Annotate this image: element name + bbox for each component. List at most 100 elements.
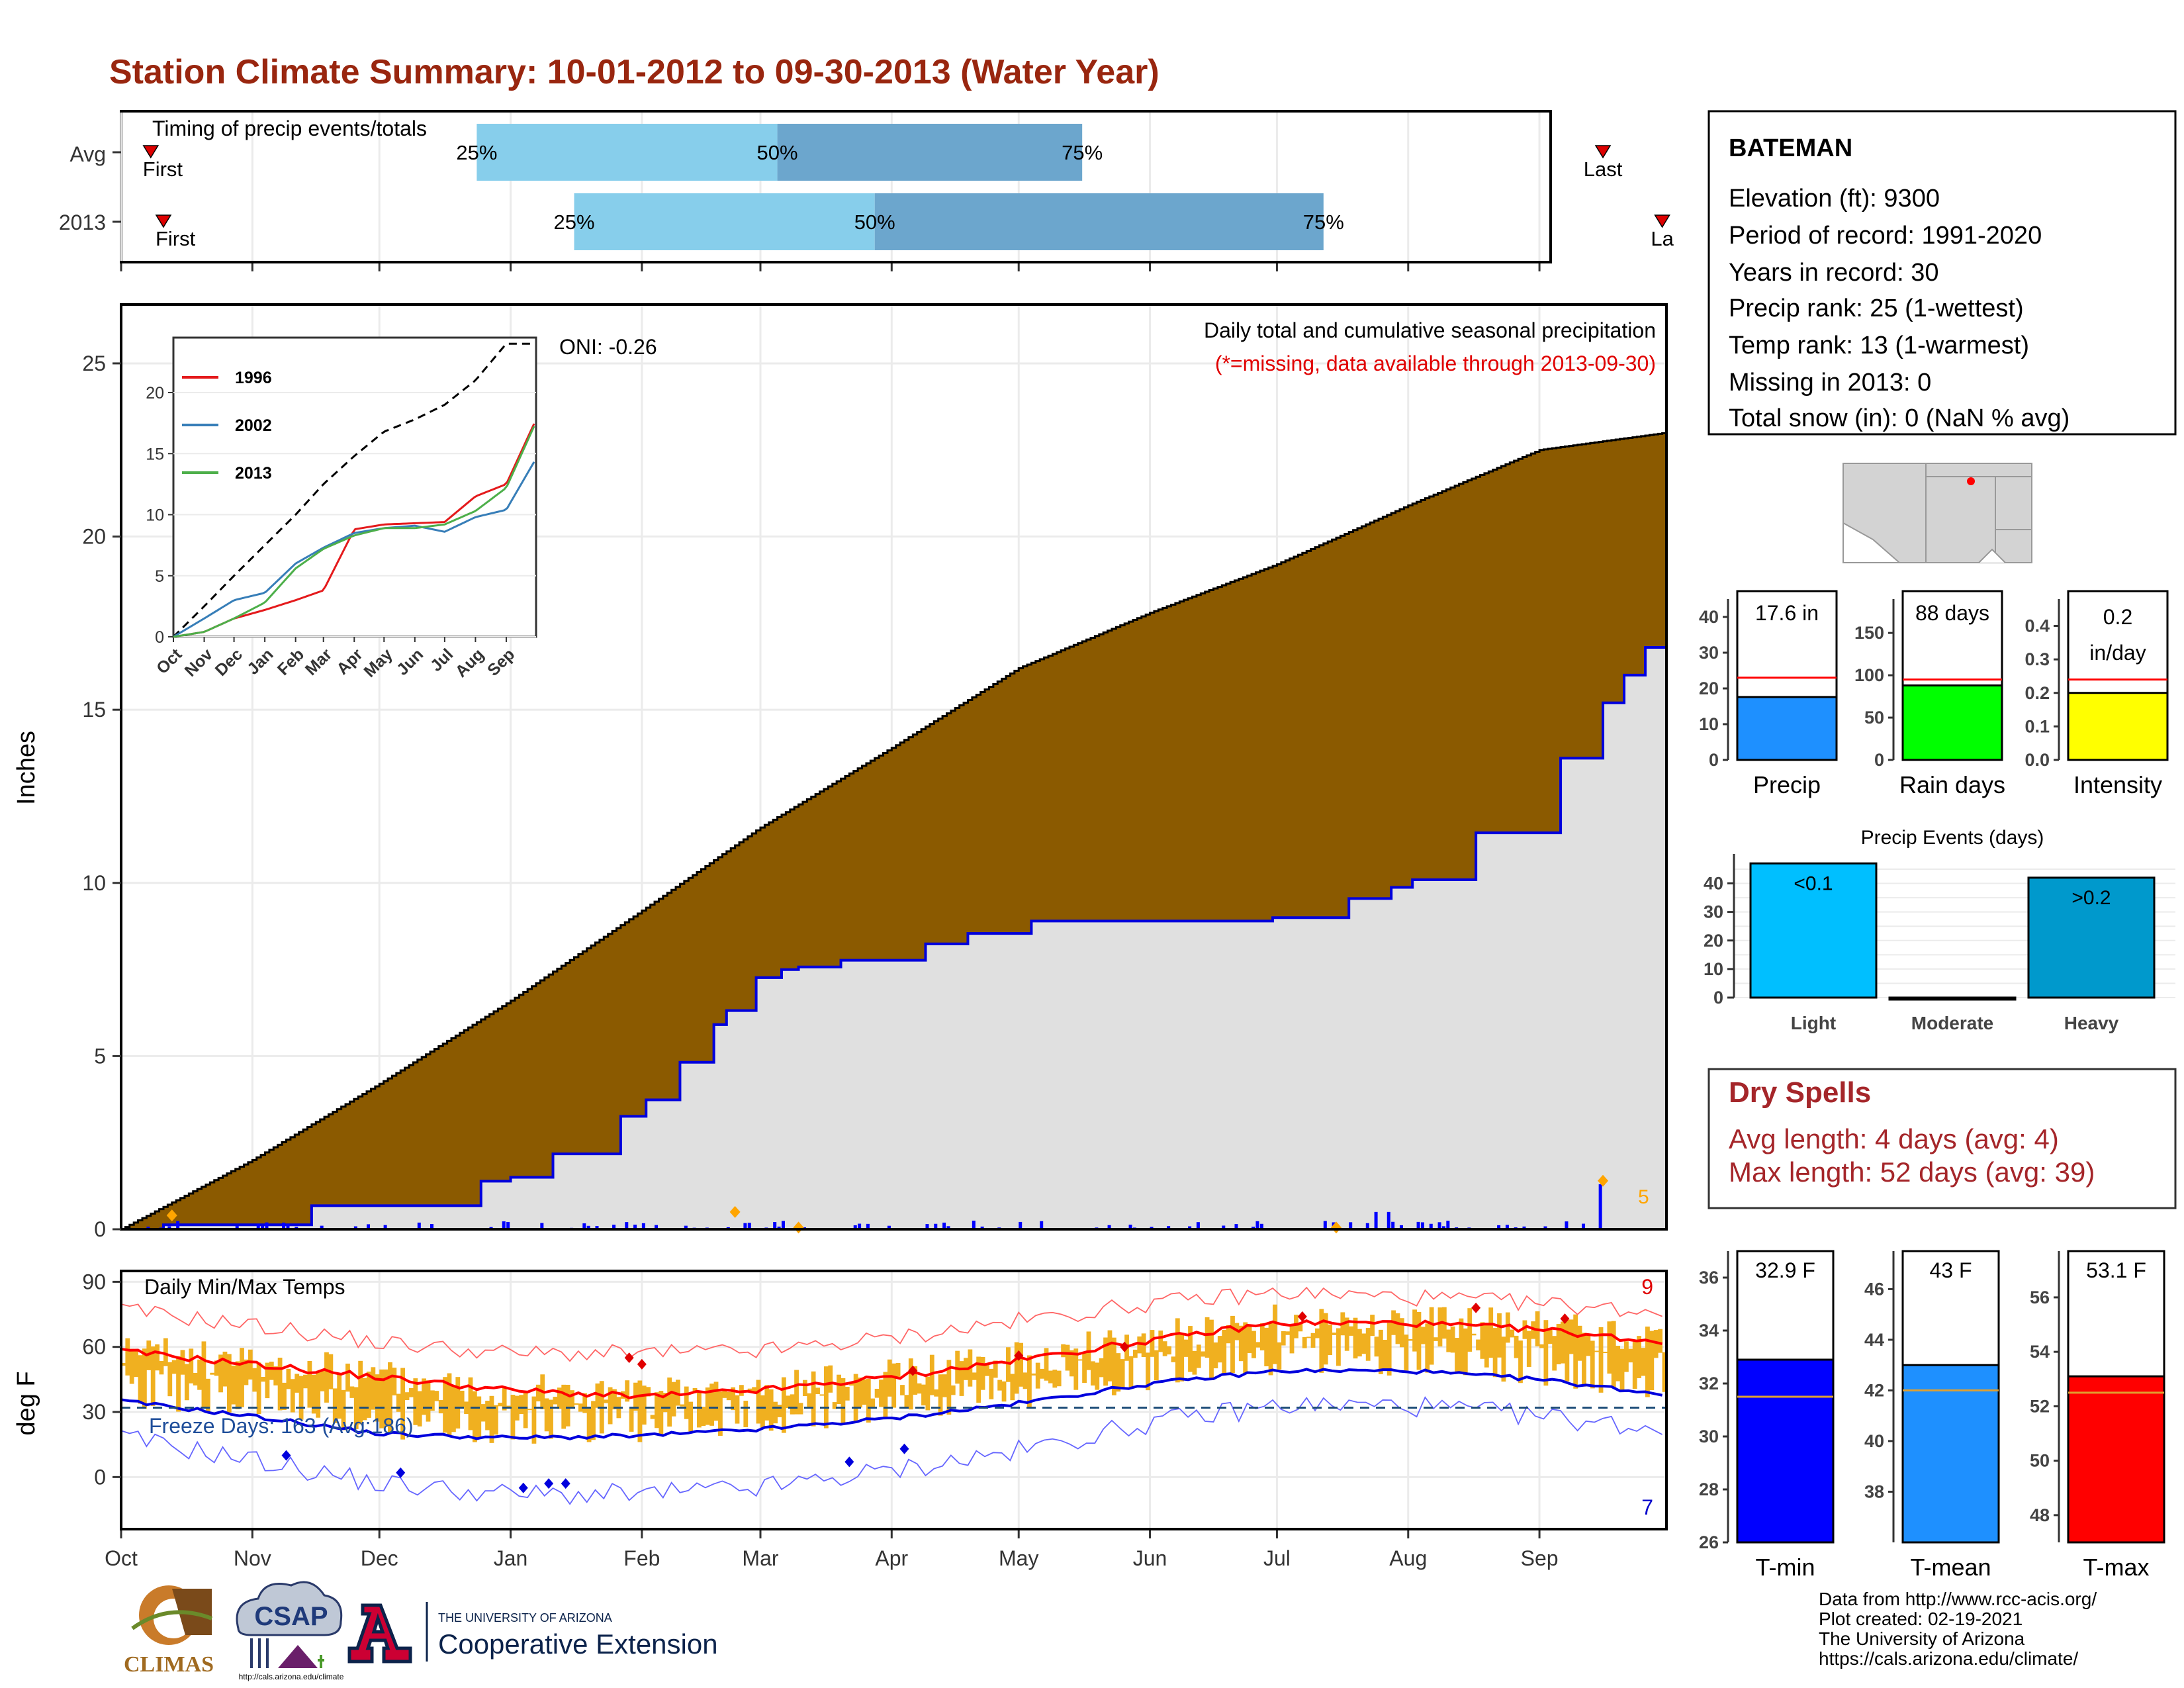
record-low-marker	[281, 1450, 291, 1461]
timing-row-2013-label: 2013	[59, 211, 106, 234]
daily-precip-bar	[595, 1225, 599, 1229]
daily-temp-range-bar	[1099, 1358, 1104, 1378]
daily-temp-range-bar	[210, 1372, 215, 1375]
daily-temp-range-bar	[240, 1348, 244, 1407]
summary-y-tick-label: 0	[1709, 750, 1719, 770]
precip-events-chart: Precip Events (days) 0 10 20 30 40 <0.1 Light M…	[1704, 827, 2175, 1033]
daily-temp-range-bar	[1463, 1328, 1468, 1376]
daily-temp-range-bar	[629, 1408, 634, 1432]
daily-temp-range-bar	[1590, 1340, 1595, 1389]
inset-legend-label: 2013	[235, 464, 272, 483]
daily-temp-range-bar	[549, 1399, 553, 1439]
daily-precip-bar	[1543, 1226, 1547, 1229]
daily-temp-range-bar	[1662, 1352, 1667, 1392]
daily-temp-range-bar	[1255, 1342, 1261, 1348]
daily-temp-range-bar	[879, 1380, 884, 1407]
daily-precip-bar	[1349, 1222, 1353, 1229]
record-high-marker	[1560, 1313, 1570, 1325]
daily-temp-range-bar	[510, 1395, 516, 1440]
daily-temp-range-bar	[1188, 1326, 1193, 1372]
daily-temp-range-bar	[1285, 1331, 1291, 1335]
daily-temp-range-bar	[155, 1344, 159, 1371]
daily-temp-range-bar	[307, 1361, 312, 1408]
daily-temp-range-bar	[1056, 1370, 1062, 1387]
precip-y-tick-label: 10	[82, 871, 106, 895]
summary-value-label: 0.2	[2103, 605, 2132, 629]
daily-precip-bar	[506, 1221, 510, 1229]
footer-line-url: https://cals.arizona.edu/climate/	[1819, 1648, 2078, 1669]
daily-precip-bar	[176, 1221, 180, 1229]
climas-logo: CLIMAS	[124, 1585, 214, 1677]
daily-temp-range-bar	[1052, 1370, 1058, 1388]
summary-y-tick-label: 0.4	[2025, 616, 2050, 636]
daily-temp-range-bar	[375, 1374, 380, 1422]
daily-precip-bar	[1420, 1222, 1424, 1229]
daily-temp-range-bar	[925, 1376, 931, 1411]
daily-temp-range-bar	[1450, 1326, 1455, 1353]
daily-temp-range-bar	[837, 1374, 841, 1405]
daily-precip-bar	[540, 1223, 544, 1229]
daily-temp-range-bar	[134, 1350, 138, 1378]
daily-temp-range-bar	[1357, 1329, 1362, 1357]
daily-temp-range-bar	[295, 1374, 300, 1393]
dry-spells-title: Dry Spells	[1729, 1076, 1871, 1109]
daily-temp-range-bar	[150, 1346, 156, 1406]
events-bar-moderate	[1888, 996, 2017, 1001]
daily-temp-range-bar	[527, 1409, 532, 1411]
daily-temp-range-bar	[777, 1405, 782, 1417]
daily-temp-range-bar	[1395, 1313, 1400, 1344]
daily-temp-range-bar	[705, 1387, 710, 1425]
timing-bar-25-50	[574, 193, 875, 250]
daily-precip-bar	[866, 1223, 870, 1229]
daily-temp-range-bar	[1378, 1329, 1383, 1374]
daily-temp-range-bar	[1374, 1336, 1379, 1357]
daily-precip-bar	[417, 1222, 421, 1229]
climas-logo-text: CLIMAS	[124, 1652, 214, 1677]
station-missing: Missing in 2013: 0	[1729, 369, 1931, 397]
temp-summary-y-tick-label: 36	[1699, 1268, 1719, 1288]
temp-y-tick-label: 0	[94, 1465, 106, 1489]
daily-temp-range-bar	[680, 1404, 685, 1407]
daily-temp-range-bar	[591, 1401, 596, 1440]
daily-temp-range-bar	[409, 1388, 414, 1397]
summary-y-tick-label: 150	[1854, 623, 1884, 643]
daily-temp-range-bar	[1526, 1331, 1531, 1367]
daily-temp-range-bar	[942, 1374, 947, 1397]
daily-temp-range-bar	[1437, 1307, 1443, 1347]
daily-temp-range-bar	[1023, 1372, 1028, 1389]
temp-panel: 0 30 60 90 deg F Daily Min/Max Temps Freeze…	[13, 1270, 1668, 1570]
daily-temp-range-bar	[1603, 1352, 1608, 1354]
daily-temp-range-bar	[345, 1363, 350, 1392]
daily-precip-bar	[1441, 1226, 1445, 1229]
daily-temp-range-bar	[676, 1380, 680, 1406]
daily-temp-range-bar	[1637, 1336, 1642, 1378]
daily-precip-bar	[980, 1226, 984, 1229]
record-high-marker	[1014, 1350, 1024, 1361]
daily-precip-bar	[1255, 1221, 1259, 1229]
daily-temp-range-bar	[972, 1372, 977, 1380]
daily-temp-range-bar	[167, 1362, 173, 1397]
station-elevation: Elevation (ft): 9300	[1729, 185, 1940, 212]
daily-temp-range-bar	[523, 1391, 528, 1429]
month-tick-label: May	[999, 1546, 1038, 1570]
daily-temp-range-bar	[1387, 1323, 1392, 1376]
summary-y-tick-label: 0	[1874, 750, 1884, 770]
precip-y-tick-label: 20	[82, 525, 106, 549]
daily-temp-range-bar	[891, 1363, 897, 1408]
timing-p50-label: 50%	[757, 141, 798, 164]
daily-temp-range-bar	[290, 1379, 295, 1413]
daily-temp-range-bar	[1150, 1330, 1155, 1357]
daily-precip-bar	[286, 1223, 290, 1229]
daily-precip-bar	[1365, 1223, 1369, 1229]
daily-precip-bar	[1387, 1211, 1390, 1229]
season-cumulative-precip-area	[121, 620, 1668, 1231]
daily-temp-range-bar	[913, 1366, 918, 1395]
daily-temp-range-bar	[1196, 1344, 1201, 1368]
daily-temp-range-bar	[1552, 1336, 1557, 1371]
precip-y-tick-label: 0	[94, 1217, 106, 1241]
daily-precip-bar	[502, 1221, 506, 1229]
daily-temp-range-bar	[1205, 1317, 1210, 1358]
daily-temp-range-bar	[1001, 1381, 1007, 1402]
daily-temp-range-bar	[1277, 1342, 1282, 1370]
daily-temp-range-bar	[298, 1376, 304, 1420]
